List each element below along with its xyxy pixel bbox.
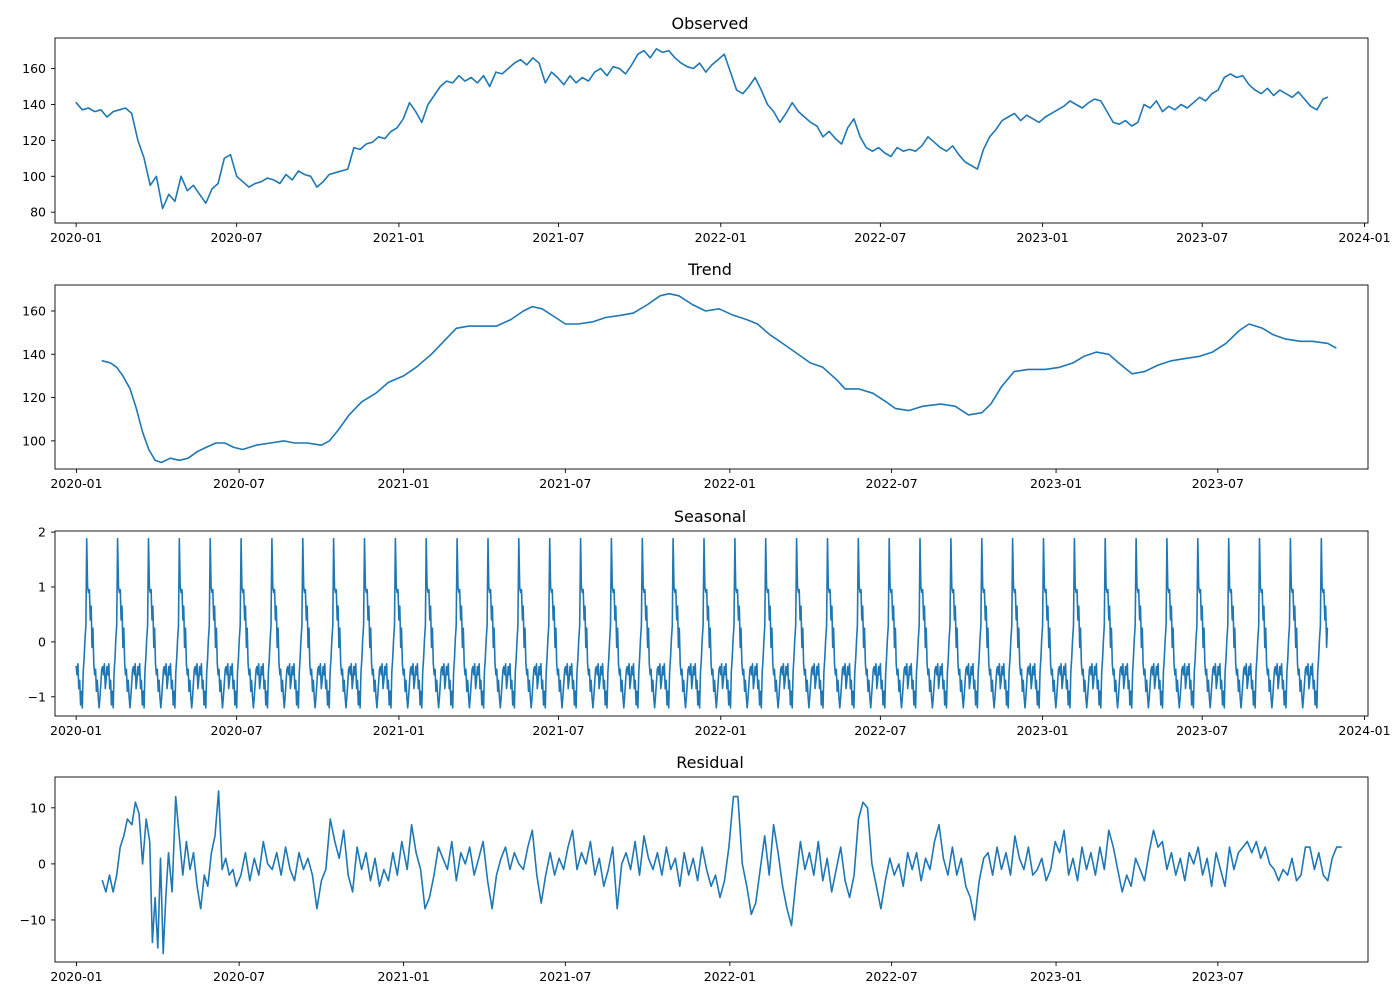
residual-axes-frame	[54, 776, 1369, 963]
residual-x-tick-label: 2023-01	[1030, 969, 1082, 984]
trend-x-tick-label: 2021-01	[377, 476, 429, 491]
residual-series-line	[101, 790, 1342, 955]
trend-x-tick-label: 2020-07	[213, 476, 265, 491]
axes-residual: 2020-01 2020-07 2021-01 2021-07 2022-01 2022-…	[20, 776, 1369, 984]
trend-x-tick-label: 2022-07	[865, 476, 917, 491]
panel-observed: Observed 2020-01 2020-07 2021-01 2021-07 202…	[22, 14, 1390, 245]
panel-title-residual: Residual	[676, 753, 744, 772]
axes-observed: 2020-01 2020-07 2021-01 2021-07 2022-01 2022-…	[22, 37, 1391, 245]
axes-seasonal: 2020-01 2020-07 2021-01 2021-07 2022-01 2022-…	[28, 525, 1391, 738]
observed-y-tick-label: 80	[30, 205, 46, 220]
seasonal-axes-frame	[54, 530, 1369, 717]
trend-y-tick-label: 100	[22, 433, 46, 448]
seasonal-x-tick-label: 2023-07	[1176, 723, 1228, 738]
residual-x-tick-label: 2021-07	[539, 969, 591, 984]
observed-x-tick-label: 2023-07	[1176, 230, 1228, 245]
seasonal-x-tick-label: 2022-07	[854, 723, 906, 738]
trend-x-tick-label: 2023-07	[1192, 476, 1244, 491]
trend-axes-frame	[54, 284, 1369, 470]
residual-y-tick-label: 10	[30, 800, 46, 815]
seasonal-y-tick-label: 1	[38, 579, 46, 594]
observed-x-tick-label: 2024-01	[1338, 230, 1390, 245]
observed-x-tick-label: 2021-01	[373, 230, 425, 245]
observed-y-tick-label: 160	[22, 61, 46, 76]
observed-y-tick-label: 100	[22, 169, 46, 184]
residual-x-tick-label: 2020-01	[50, 969, 102, 984]
observed-axes-frame	[54, 37, 1369, 224]
panel-title-trend: Trend	[687, 260, 732, 279]
observed-x-tick-label: 2021-07	[532, 230, 584, 245]
observed-series-line	[75, 48, 1329, 210]
residual-x-tick-label: 2021-01	[377, 969, 429, 984]
seasonal-series-line	[75, 537, 1329, 709]
observed-y-tick-label: 120	[22, 133, 46, 148]
observed-y-tick-label: 140	[22, 97, 46, 112]
observed-x-tick-label: 2022-07	[854, 230, 906, 245]
seasonal-x-tick-label: 2020-01	[50, 723, 102, 738]
seasonal-x-tick-label: 2022-01	[695, 723, 747, 738]
panel-residual: Residual 2020-01 2020-07 2021-01 2021-07 202…	[20, 753, 1369, 984]
residual-x-tick-label: 2022-01	[704, 969, 756, 984]
observed-x-tick-label: 2022-01	[695, 230, 747, 245]
residual-x-tick-label: 2020-07	[213, 969, 265, 984]
trend-x-tick-label: 2020-01	[50, 476, 102, 491]
observed-x-tick-label: 2020-07	[211, 230, 263, 245]
trend-y-tick-label: 140	[22, 347, 46, 362]
seasonal-x-tick-label: 2021-01	[373, 723, 425, 738]
trend-series-line	[101, 292, 1337, 464]
seasonal-y-tick-label: 2	[38, 525, 46, 540]
seasonal-x-tick-label: 2020-07	[211, 723, 263, 738]
seasonal-x-tick-label: 2023-01	[1016, 723, 1068, 738]
seasonal-x-tick-label: 2021-07	[532, 723, 584, 738]
observed-x-tick-label: 2020-01	[50, 230, 102, 245]
trend-x-tick-label: 2022-01	[704, 476, 756, 491]
trend-y-tick-label: 160	[22, 303, 46, 318]
seasonal-y-tick-label: −1	[28, 689, 46, 704]
panel-title-observed: Observed	[672, 14, 749, 33]
residual-x-tick-label: 2023-07	[1192, 969, 1244, 984]
residual-y-tick-label: 0	[38, 856, 46, 871]
seasonal-x-tick-label: 2024-01	[1338, 723, 1390, 738]
observed-x-tick-label: 2023-01	[1016, 230, 1068, 245]
seasonal-y-tick-label: 0	[38, 634, 46, 649]
panel-title-seasonal: Seasonal	[674, 507, 746, 526]
panel-trend: Trend 2020-01 2020-07 2021-01 2021-07 2022-0…	[22, 260, 1369, 491]
trend-y-tick-label: 120	[22, 390, 46, 405]
axes-trend: 2020-01 2020-07 2021-01 2021-07 2022-01 2022-…	[22, 284, 1369, 491]
residual-y-tick-label: −10	[20, 912, 46, 927]
trend-x-tick-label: 2021-07	[539, 476, 591, 491]
panel-seasonal: Seasonal 2020-01 2020-07 2021-01 2021-07 202…	[28, 507, 1391, 738]
residual-x-tick-label: 2022-07	[865, 969, 917, 984]
trend-x-tick-label: 2023-01	[1030, 476, 1082, 491]
